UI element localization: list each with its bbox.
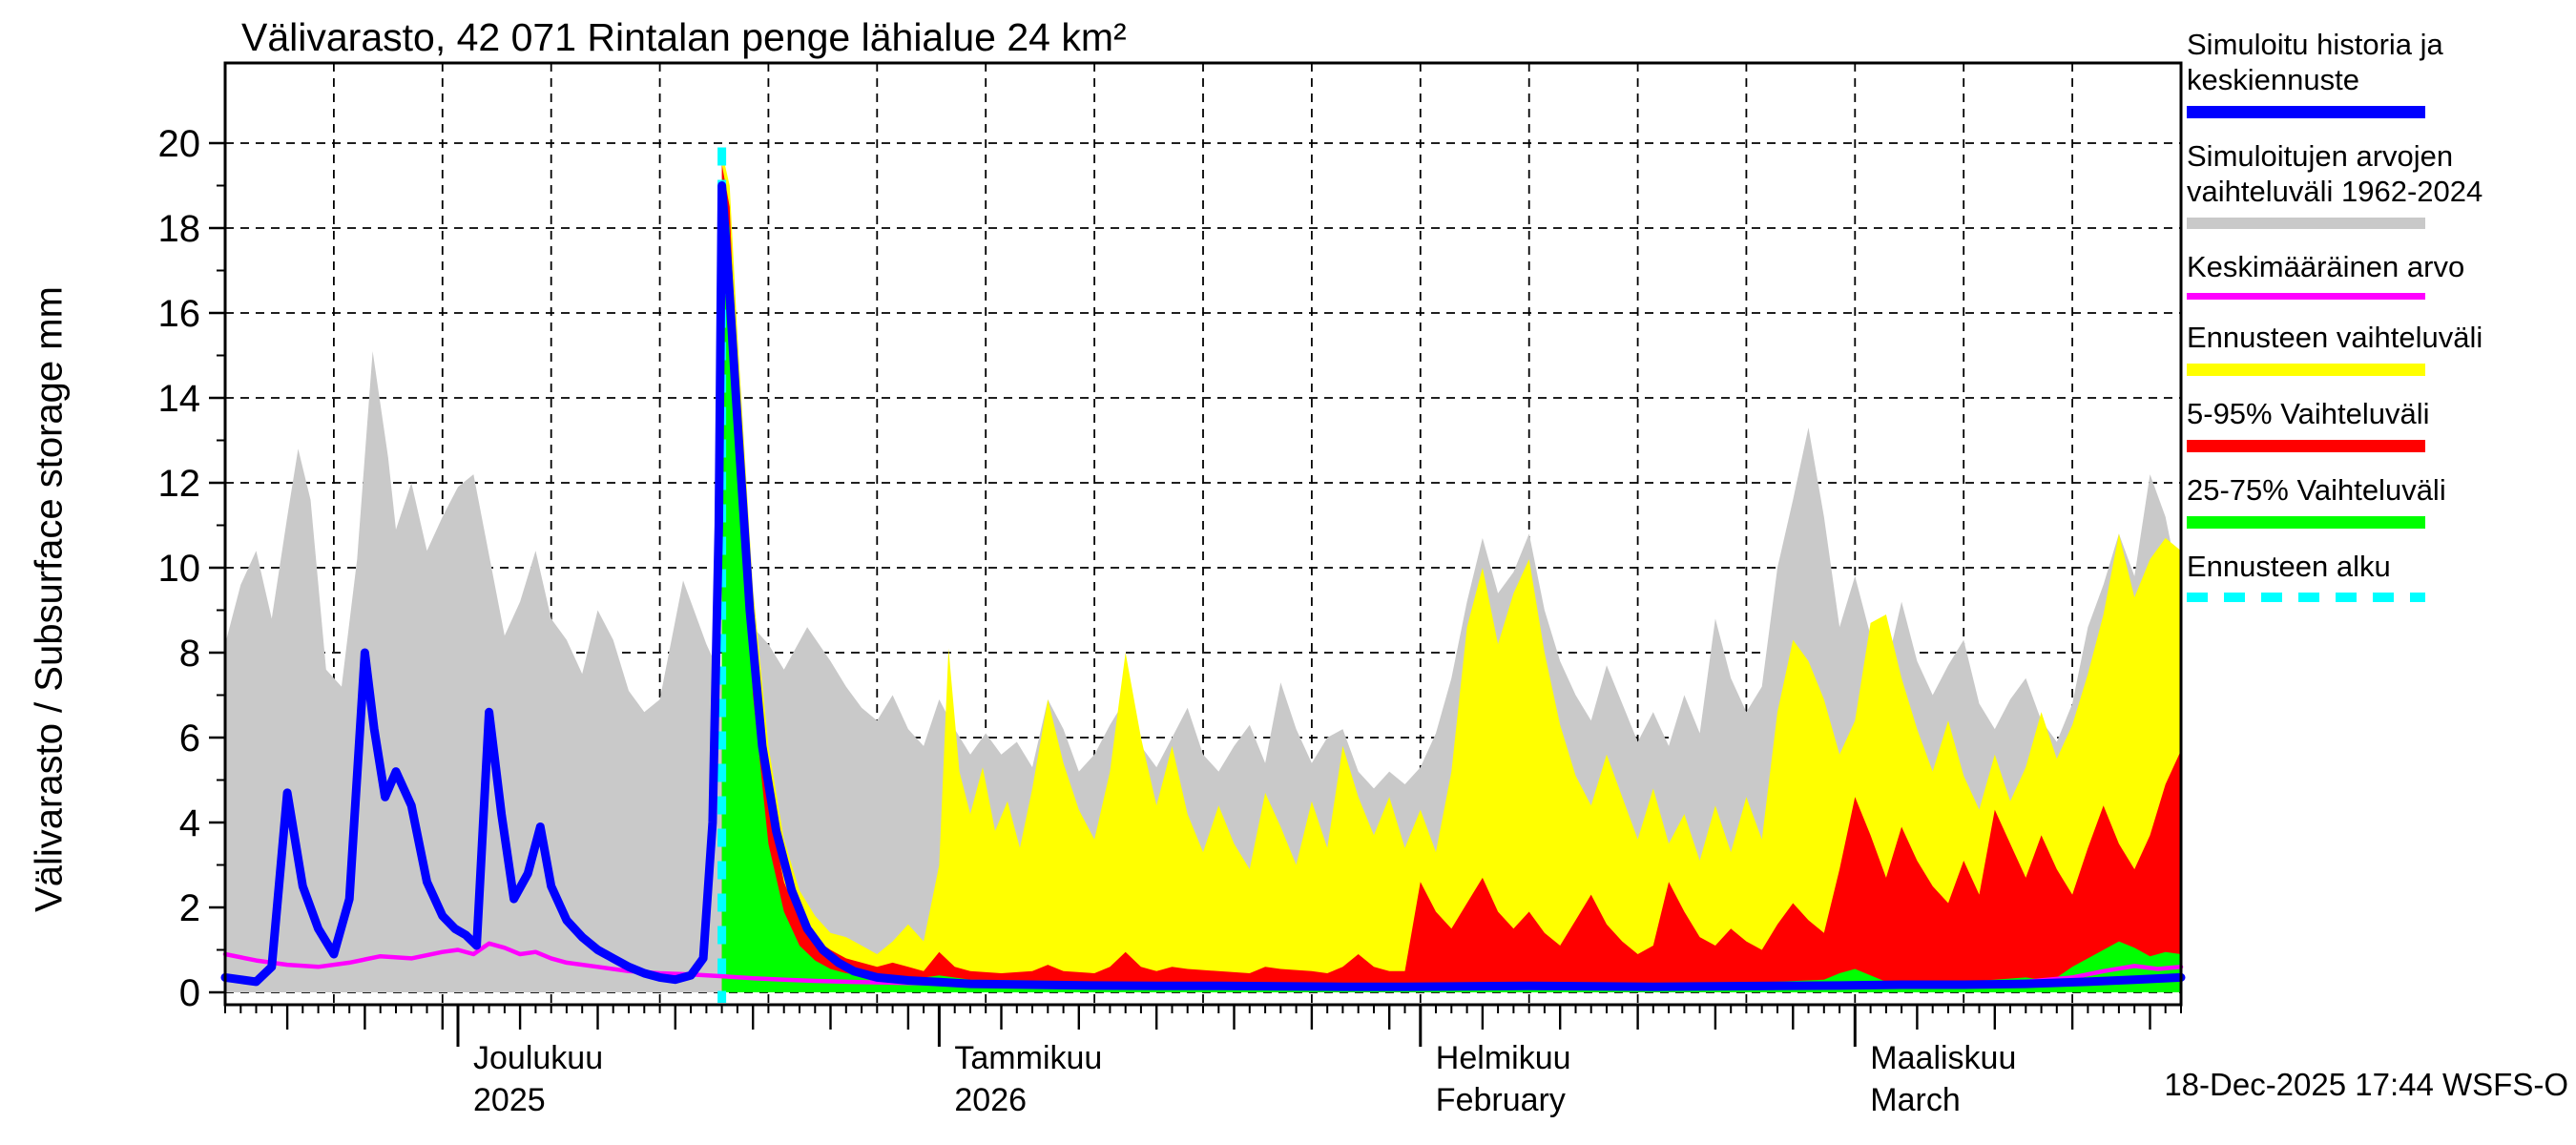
legend-item-25-75: 25-75% Vaihteluväli — [2187, 472, 2568, 529]
y-tick-label: 6 — [179, 718, 200, 760]
green-band-swatch — [2187, 516, 2425, 529]
y-tick-label: 2 — [179, 887, 200, 929]
y-tick-label: 8 — [179, 633, 200, 675]
y-tick-label: 14 — [158, 378, 201, 420]
chart-title: Välivarasto, 42 071 Rintalan penge lähia… — [241, 15, 1127, 59]
legend-item-forecast-range: Ennusteen vaihteluväli — [2187, 320, 2568, 376]
band-forecast_range_yellow — [721, 151, 2181, 992]
x-month-sublabel: February — [1436, 1082, 1566, 1118]
y-tick-label: 0 — [179, 972, 200, 1014]
legend-label: Simuloitujen arvojen vaihteluväli 1962-2… — [2187, 139, 2483, 208]
y-axis-label: Välivarasto / Subsurface storage mm — [28, 286, 71, 912]
y-tick-label: 12 — [158, 463, 201, 505]
y-tick-label: 20 — [158, 123, 201, 165]
legend-item-average: Keskimääräinen arvo — [2187, 249, 2568, 300]
legend-label: Ennusteen vaihteluväli — [2187, 321, 2483, 354]
legend-label: 25-75% Vaihteluväli — [2187, 473, 2446, 507]
legend-item-5-95: 5-95% Vaihteluväli — [2187, 396, 2568, 452]
x-month-sublabel: 2026 — [954, 1082, 1027, 1118]
legend: Simuloitu historia ja keskiennuste Simul… — [2187, 27, 2568, 622]
x-month-label: Maaliskuu — [1870, 1040, 2016, 1076]
x-month-sublabel: March — [1870, 1082, 1960, 1118]
cyan-dashed-swatch — [2187, 593, 2425, 602]
band-range_5_95 — [721, 164, 2181, 993]
legend-label: Ennusteen alku — [2187, 550, 2391, 583]
legend-item-forecast-start: Ennusteen alku — [2187, 549, 2568, 602]
y-tick-label: 16 — [158, 293, 201, 335]
red-band-swatch — [2187, 440, 2425, 452]
y-tick-label: 4 — [179, 802, 200, 844]
yellow-band-swatch — [2187, 364, 2425, 376]
legend-label: Keskimääräinen arvo — [2187, 250, 2465, 283]
x-month-label: Helmikuu — [1436, 1040, 1571, 1076]
legend-label: Simuloitu historia ja keskiennuste — [2187, 28, 2443, 96]
legend-item-sim-range: Simuloitujen arvojen vaihteluväli 1962-2… — [2187, 138, 2568, 229]
line-simulated_blue — [220, 181, 2186, 991]
x-month-label: Tammikuu — [954, 1040, 1102, 1076]
gray-band-swatch — [2187, 218, 2425, 229]
timestamp: 18-Dec-2025 17:44 WSFS-O — [2164, 1067, 2568, 1102]
x-month-sublabel: 2025 — [473, 1082, 546, 1118]
blue-line-swatch — [2187, 106, 2425, 118]
y-tick-label: 10 — [158, 548, 201, 590]
legend-item-simulated-history: Simuloitu historia ja keskiennuste — [2187, 27, 2568, 118]
magenta-line-swatch — [2187, 293, 2425, 300]
y-tick-label: 18 — [158, 208, 201, 250]
x-month-label: Joulukuu — [473, 1040, 603, 1076]
legend-label: 5-95% Vaihteluväli — [2187, 397, 2430, 430]
